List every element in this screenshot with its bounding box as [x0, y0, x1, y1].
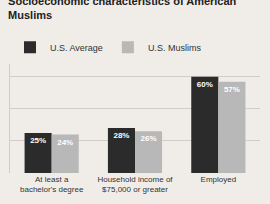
- svg-text:26%: 26%: [141, 134, 157, 143]
- svg-text:U.S. Average: U.S. Average: [50, 43, 103, 53]
- svg-text:Socioeconomic characteristics: Socioeconomic characteristics of America…: [8, 0, 237, 21]
- svg-text:28%: 28%: [113, 131, 129, 140]
- svg-text:Employed: Employed: [201, 175, 237, 184]
- svg-text:25%: 25%: [30, 136, 46, 145]
- svg-text:24%: 24%: [57, 138, 73, 147]
- svg-text:60%: 60%: [197, 80, 213, 89]
- svg-text:57%: 57%: [224, 85, 240, 94]
- svg-text:U.S. Muslims: U.S. Muslims: [148, 43, 202, 53]
- svg-text:At least abachelor's degree: At least abachelor's degree: [20, 175, 84, 194]
- svg-text:Household income of$75,000 or: Household income of$75,000 or greater: [97, 175, 173, 194]
